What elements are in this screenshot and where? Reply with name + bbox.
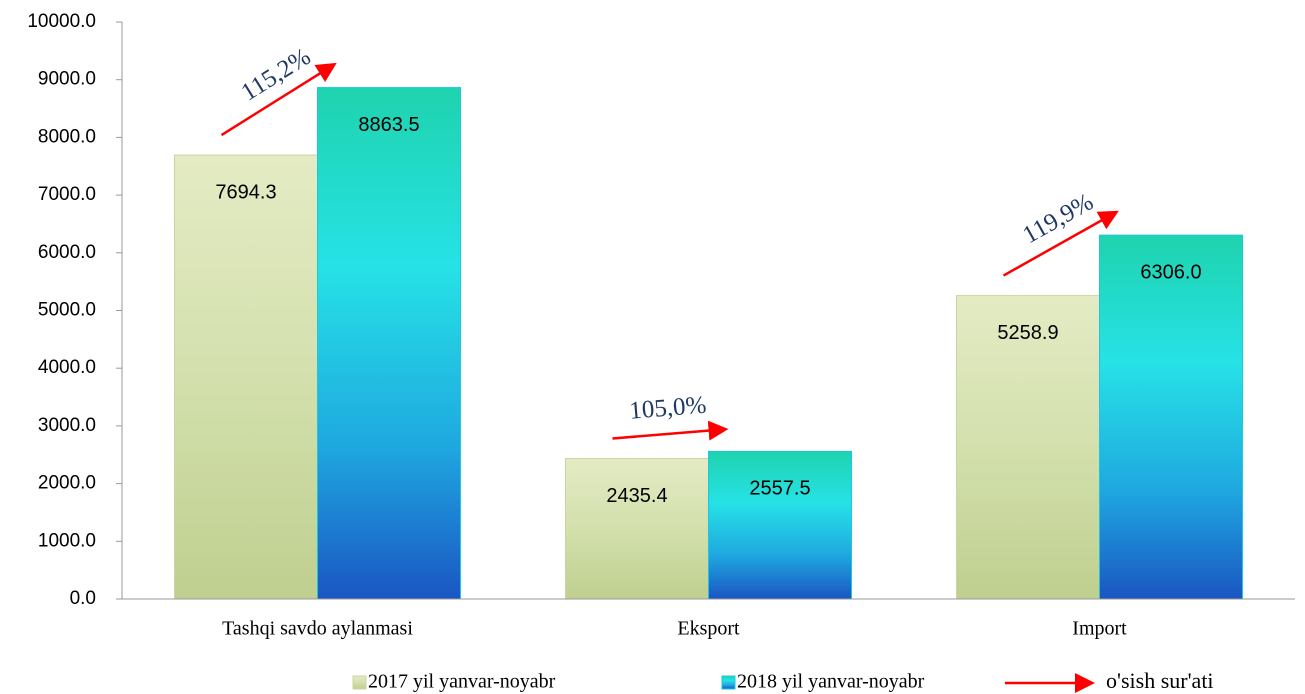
legend-label: 2018 yil yanvar-noyabr xyxy=(737,671,925,693)
x-tick-label: Import xyxy=(1072,618,1127,640)
legend-swatch xyxy=(352,675,367,690)
growth-arrow xyxy=(220,62,337,137)
growth-arrow xyxy=(1002,210,1119,277)
y-tick-label: 0.0 xyxy=(70,588,96,609)
data-label: 7694.3 xyxy=(215,181,276,203)
y-tick-label: 2000.0 xyxy=(38,473,96,494)
data-label: 8863.5 xyxy=(358,114,419,136)
y-tick-label: 3000.0 xyxy=(38,415,96,436)
legend-label: 2017 yil yanvar-noyabr xyxy=(368,671,556,693)
y-tick-label: 8000.0 xyxy=(38,126,96,147)
bar xyxy=(956,295,1100,600)
data-label: 6306.0 xyxy=(1140,261,1201,283)
data-label: 2557.5 xyxy=(749,478,810,500)
growth-label: 105,0% xyxy=(628,392,707,425)
data-label: 5258.9 xyxy=(997,322,1058,344)
growth-arrow xyxy=(612,420,729,441)
legend-label: o'sish sur'ati xyxy=(1106,668,1214,693)
growth-label: 119,9% xyxy=(1018,188,1098,249)
y-tick-label: 10000.0 xyxy=(27,11,96,32)
bar xyxy=(565,457,709,600)
bar xyxy=(174,154,318,600)
bar xyxy=(317,87,461,600)
legend-swatch xyxy=(721,675,736,690)
data-label: 2435.4 xyxy=(606,485,667,507)
x-tick-label: Eksport xyxy=(677,618,740,640)
growth-label: 115,2% xyxy=(237,43,316,106)
y-tick-label: 5000.0 xyxy=(38,300,96,321)
y-tick-label: 1000.0 xyxy=(38,530,96,551)
y-tick-label: 7000.0 xyxy=(38,184,96,205)
bar xyxy=(1099,234,1243,600)
x-tick-label: Tashqi savdo aylanmasi xyxy=(222,618,413,640)
y-tick-label: 6000.0 xyxy=(38,242,96,263)
bar xyxy=(708,450,852,600)
y-tick-label: 4000.0 xyxy=(38,357,96,378)
y-tick-label: 9000.0 xyxy=(38,69,96,90)
